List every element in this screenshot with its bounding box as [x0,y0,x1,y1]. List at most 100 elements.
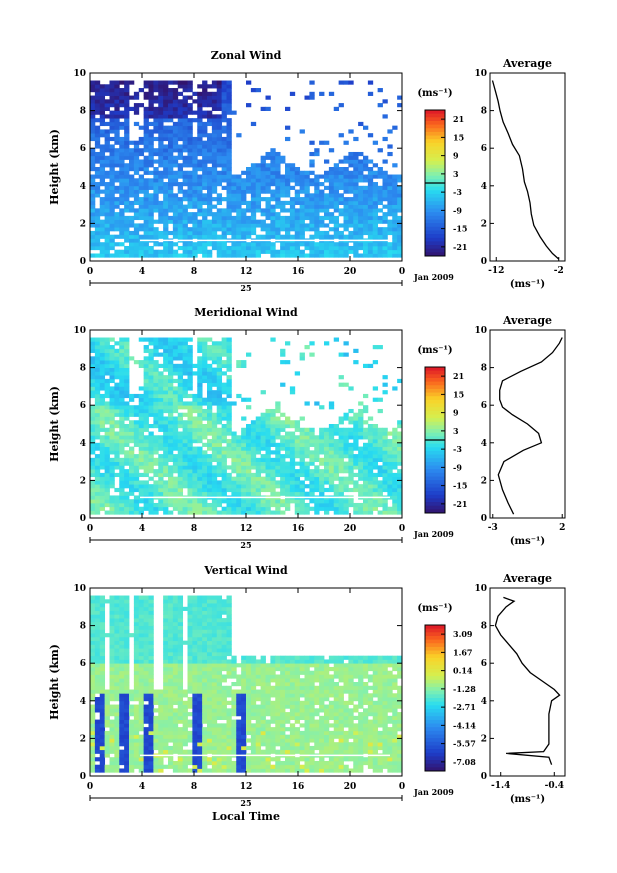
heatmap-cell [124,401,130,406]
heatmap-cell [124,238,130,243]
heatmap-cell [289,212,296,217]
heatmap-cell [187,215,193,221]
heatmap-cell [182,480,188,485]
heatmap-cell [382,506,388,511]
heatmap-cell [304,510,310,515]
heatmap-cell [143,745,149,751]
heatmap-cell [182,170,188,175]
heatmap-cell [275,446,281,451]
heatmap-cell [333,242,340,247]
heatmap-cell [99,599,106,604]
heatmap-cell [328,506,335,511]
heatmap-cell [158,129,164,134]
heatmap-cell [163,666,169,672]
heatmap-cell [90,670,96,675]
heatmap-cell [163,208,169,213]
heatmap-cell [119,386,125,391]
colorbar-swatch [425,458,445,463]
heatmap-cell [392,174,398,179]
heatmap-cell [246,182,252,187]
heatmap-cell [138,685,145,690]
heatmap-cell [133,178,140,183]
heatmap-cell [324,245,330,251]
heatmap-cell [172,682,179,687]
heatmap-cell [148,408,154,414]
heatmap-cell [182,227,188,232]
heatmap-cell [177,367,184,372]
heatmap-cell [148,99,154,104]
heatmap-cell [153,738,159,743]
heatmap-cell [202,378,208,384]
heatmap-cell [90,125,96,130]
heatmap-cell [314,212,320,217]
heatmap-cell [94,382,101,387]
heatmap-cell [207,121,213,127]
heatmap-cell [265,151,271,157]
heatmap-cell [90,636,96,642]
heatmap-cell [309,193,315,198]
heatmap-cell [197,200,203,205]
heatmap-cell [109,457,115,462]
heatmap-cell [211,215,218,221]
heatmap-cell [129,633,135,638]
heatmap-cell [192,212,198,217]
heatmap-cell [94,416,101,421]
heatmap-cell [187,253,193,258]
heatmap-cell [114,200,120,205]
heatmap-cell [138,140,145,145]
heatmap-cell [129,219,135,224]
heatmap-cell [221,185,227,190]
heatmap-cell [397,378,403,384]
heatmap-cell [221,360,227,365]
heatmap-cell [207,155,213,160]
heatmap-cell [99,401,106,406]
heatmap-cell [109,401,115,406]
heatmap-cell [163,182,169,187]
heatmap-cell [377,439,383,444]
heatmap-cell [114,412,120,417]
heatmap-cell [153,689,159,694]
heatmap-cell [226,345,232,350]
heatmap-cell [319,204,325,209]
heatmap-cell [114,163,120,168]
heatmap-cell [285,416,291,421]
heatmap-cell [158,715,164,720]
heatmap-cell [397,487,403,493]
heatmap-cell [133,151,140,157]
heatmap-cell [143,204,149,209]
heatmap-cell [324,469,330,474]
heatmap-cell [172,378,179,384]
heatmap-cell [250,476,257,481]
heatmap-cell [104,212,110,217]
heatmap-cell [187,182,193,187]
heatmap-cell [163,730,169,736]
heatmap-cell [163,125,169,130]
heatmap-cell [158,345,164,350]
heatmap-cell [119,700,125,705]
heatmap-cell [124,91,130,96]
heatmap-cell [94,371,101,376]
heatmap-cell [299,442,305,447]
heatmap-cell [236,200,242,205]
heatmap-cell [314,245,320,251]
heatmap-cell [387,245,393,251]
heatmap-cell [94,704,101,709]
colorbar-tick-label: 9 [453,151,459,161]
heatmap-cell [119,148,125,153]
heatmap-cell [177,640,184,645]
heatmap-cell [119,476,125,481]
heatmap-cell [197,178,203,183]
heatmap-cell [109,618,115,623]
heatmap-cell [99,693,106,698]
heatmap-cell [94,465,101,470]
heatmap-cell [202,487,208,493]
heatmap-cell [241,227,247,232]
heatmap-cell [207,182,213,187]
heatmap-cell [377,103,383,108]
heatmap-cell [148,629,154,634]
heatmap-cell [158,80,164,85]
heatmap-cell [153,151,159,157]
heatmap-cell [275,189,281,194]
x-tick-label: 8 [191,267,197,277]
heatmap-cell [367,484,374,489]
